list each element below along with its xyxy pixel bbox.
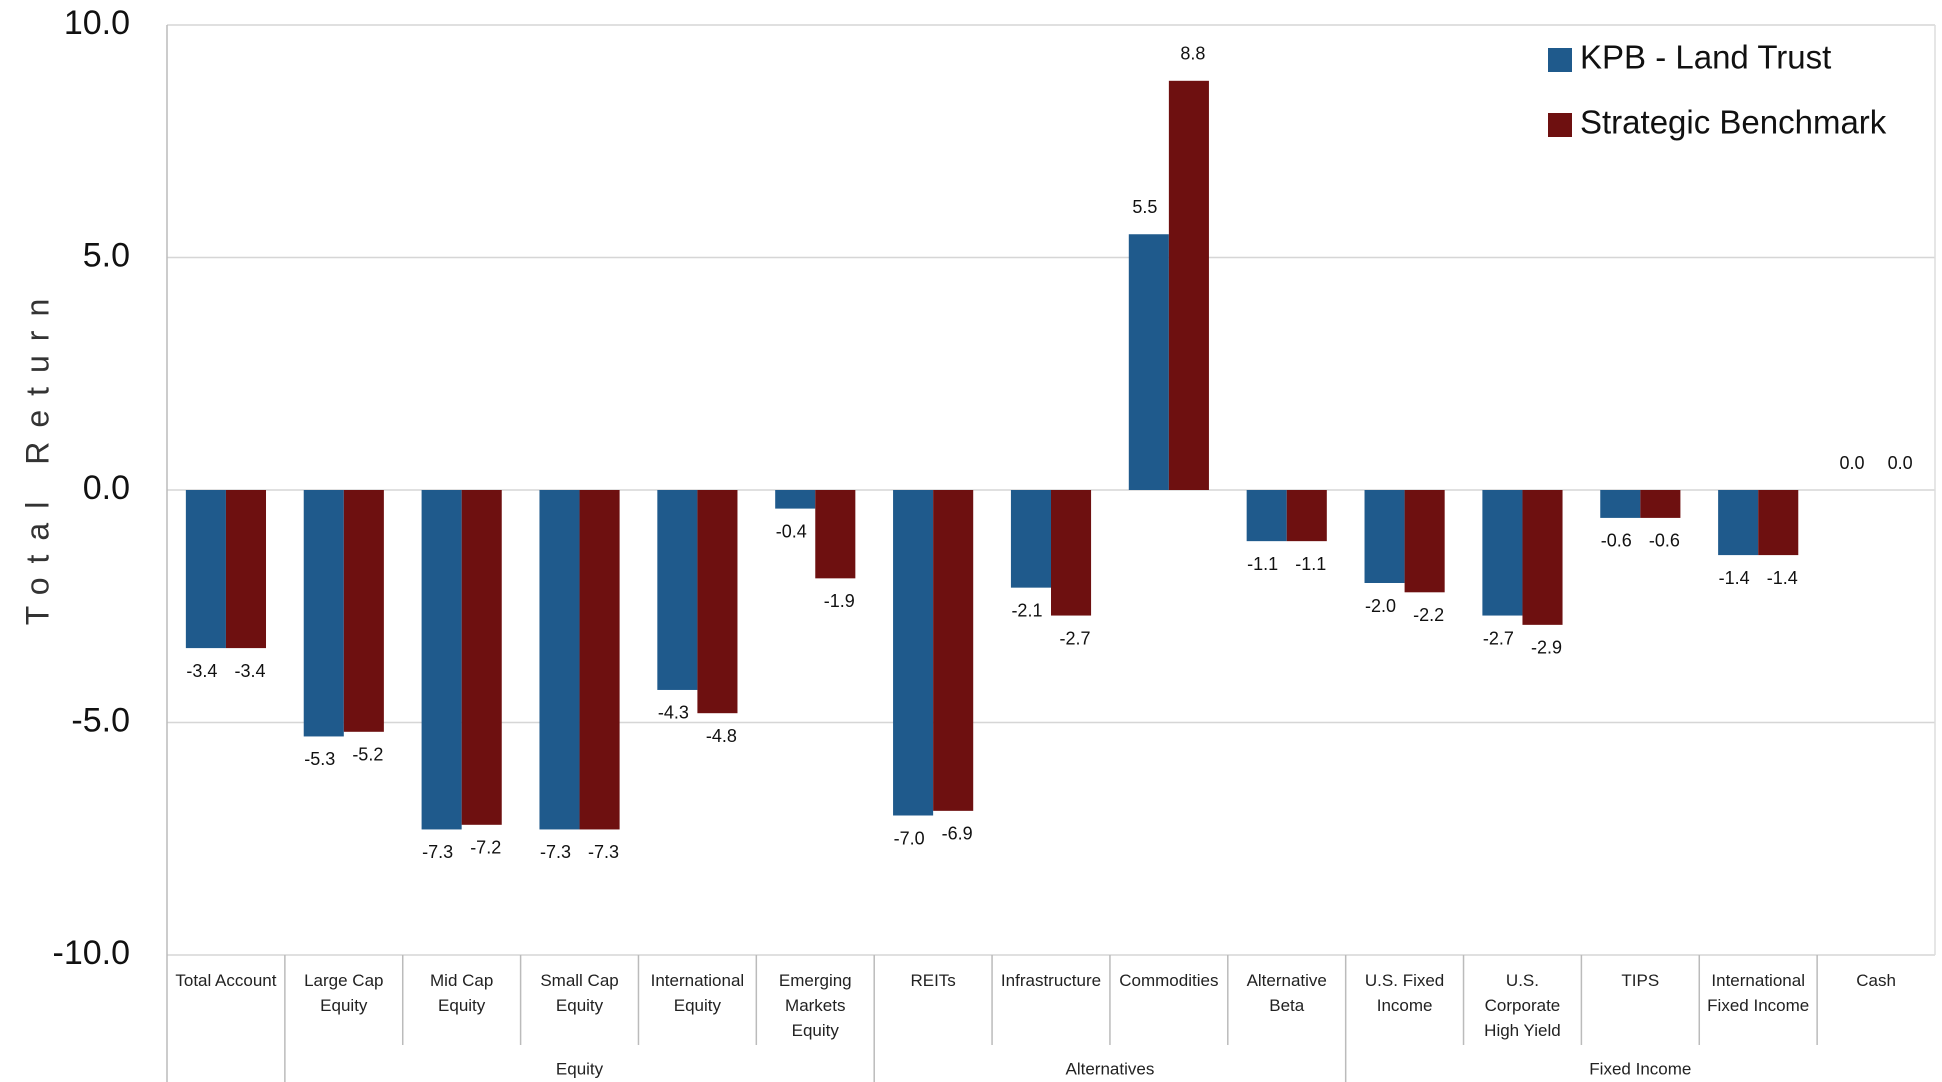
legend-swatch: [1548, 113, 1572, 137]
bar: [1482, 490, 1523, 616]
bar: [1758, 490, 1799, 556]
y-tick-label: 0.0: [83, 469, 130, 507]
bar: [815, 490, 856, 579]
x-tick-label: International Fixed Income: [1707, 971, 1809, 1015]
value-label: 0.0: [1888, 453, 1913, 473]
bar: [1718, 490, 1759, 556]
bar: [461, 490, 502, 825]
y-tick-label: 5.0: [83, 236, 130, 274]
bar: [697, 490, 738, 714]
value-label: -1.4: [1719, 568, 1750, 588]
x-tick-label: U.S. Fixed Income: [1365, 971, 1444, 1015]
value-label: -0.4: [776, 521, 807, 541]
bar: [1600, 490, 1641, 518]
x-tick-label: Cash: [1856, 971, 1896, 990]
y-axis-label: Total Return: [19, 285, 55, 626]
value-label: -1.4: [1767, 568, 1798, 588]
bar: [1286, 490, 1327, 542]
value-label: -4.3: [658, 703, 689, 723]
value-label: 0.0: [1840, 453, 1865, 473]
value-label: -4.8: [706, 726, 737, 746]
x-tick-label: REITs: [910, 971, 955, 990]
value-label: -7.3: [588, 842, 619, 862]
bar: [1640, 490, 1681, 518]
x-tick-label: Small Cap Equity: [540, 971, 618, 1015]
value-label: 5.5: [1132, 197, 1157, 217]
bar: [303, 490, 344, 737]
bar: [775, 490, 816, 509]
value-label: 8.8: [1180, 44, 1205, 64]
bar: [1404, 490, 1445, 593]
value-label: -7.0: [894, 828, 925, 848]
bar: [1522, 490, 1563, 625]
y-tick-label: -5.0: [71, 701, 130, 739]
value-label: -7.2: [470, 838, 501, 858]
value-label: -0.6: [1649, 531, 1680, 551]
x-tick-label: U.S. Corporate High Yield: [1484, 971, 1561, 1040]
bar: [579, 490, 620, 830]
legend-swatch: [1548, 48, 1572, 72]
x-tick-label: Mid Cap Equity: [430, 971, 493, 1015]
bar: [1168, 80, 1209, 491]
value-label: -3.4: [186, 661, 217, 681]
x-tick-label: Alternative Beta: [1247, 971, 1327, 1015]
y-tick-label: -10.0: [53, 934, 131, 972]
value-label: -2.2: [1413, 605, 1444, 625]
y-tick-label: 10.0: [64, 4, 130, 42]
value-label: -1.9: [824, 591, 855, 611]
group-label: Fixed Income: [1589, 1059, 1691, 1078]
bar: [1364, 490, 1405, 583]
value-label: -2.7: [1060, 628, 1091, 648]
bar: [225, 490, 267, 649]
bar: [343, 490, 384, 732]
x-tick-label: Total Account: [175, 971, 276, 990]
value-label: -5.3: [304, 749, 335, 769]
value-label: -2.9: [1531, 638, 1562, 658]
value-label: -2.1: [1011, 600, 1042, 620]
group-label: Equity: [556, 1059, 604, 1078]
bar: [893, 490, 934, 816]
bar: [933, 490, 974, 811]
bar: [1128, 234, 1169, 490]
x-tick-label: TIPS: [1621, 971, 1659, 990]
value-label: -2.7: [1483, 628, 1514, 648]
legend-label: KPB - Land Trust: [1580, 39, 1831, 76]
bar: [1051, 490, 1092, 616]
bar: [657, 490, 698, 690]
value-label: -7.3: [540, 842, 571, 862]
group-label: Alternatives: [1066, 1059, 1155, 1078]
value-label: -0.6: [1601, 531, 1632, 551]
x-tick-label: Large Cap Equity: [304, 971, 383, 1015]
x-tick-label: Emerging Markets Equity: [779, 971, 852, 1040]
value-label: -1.1: [1247, 554, 1278, 574]
value-label: -1.1: [1295, 554, 1326, 574]
value-label: -2.0: [1365, 596, 1396, 616]
x-tick-label: Commodities: [1119, 971, 1218, 990]
value-label: -5.2: [352, 745, 383, 765]
bar: [185, 490, 226, 649]
bar: [1010, 490, 1051, 588]
value-label: -6.9: [942, 824, 973, 844]
bar: [539, 490, 580, 830]
bar: [421, 490, 462, 830]
legend-label: Strategic Benchmark: [1580, 104, 1887, 141]
x-tick-label: Infrastructure: [1001, 971, 1101, 990]
value-label: -7.3: [422, 842, 453, 862]
x-tick-label: International Equity: [651, 971, 745, 1015]
bar: [1246, 490, 1287, 542]
value-label: -3.4: [234, 661, 265, 681]
